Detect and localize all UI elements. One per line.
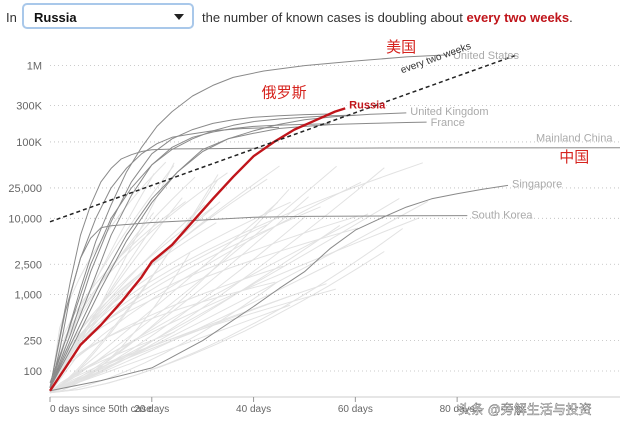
series-label: Russia xyxy=(349,99,386,111)
annotation-label: 美国 xyxy=(386,39,416,56)
series-line-germany xyxy=(49,123,330,389)
background-country-line xyxy=(49,172,228,393)
sentence-start: the number of known cases is doubling ab… xyxy=(202,10,467,25)
country-select-value: Russia xyxy=(34,10,77,25)
background-country-line xyxy=(49,167,385,394)
y-tick-label: 1,000 xyxy=(14,290,42,302)
background-country-line xyxy=(49,181,362,393)
chevron-down-icon xyxy=(174,14,184,20)
background-country-line xyxy=(49,165,337,394)
chart-header: In Russia the number of known cases is d… xyxy=(0,0,640,34)
watermark: 头条 @旁解生活与投资 xyxy=(458,402,592,417)
series-line-russia xyxy=(49,107,346,392)
series-line-united-kingdom xyxy=(49,112,407,389)
y-tick-label: 1M xyxy=(27,61,42,73)
background-country-line xyxy=(49,224,268,393)
header-prefix: In xyxy=(6,10,17,25)
series-label: United States xyxy=(453,50,520,62)
sentence-highlight: every two weeks xyxy=(466,10,570,25)
cases-chart: 100 250 1,000 2,500 10,000 25,000 100K 300K 1M 0 … xyxy=(8,39,621,417)
background-country-line xyxy=(49,296,289,394)
y-tick-label: 100K xyxy=(16,137,42,149)
background-country-line xyxy=(49,207,213,393)
background-country-line xyxy=(49,265,284,393)
series-line-france xyxy=(49,121,427,389)
y-tick-label: 2,500 xyxy=(14,259,42,271)
annotation-label: 中国 xyxy=(559,149,589,166)
y-tick-label: 300K xyxy=(16,101,42,113)
series-line-spain xyxy=(49,113,330,389)
series-line-italy xyxy=(49,114,356,389)
background-country-line xyxy=(49,252,191,394)
series-line-south-korea xyxy=(49,215,468,391)
background-country-line xyxy=(49,283,327,394)
y-tick-label: 250 xyxy=(24,336,42,348)
sentence-end: . xyxy=(569,10,573,25)
x-tick-label: 0 days since 50th case xyxy=(50,404,152,415)
y-tick-label: 25,000 xyxy=(8,183,42,195)
background-country-line xyxy=(49,174,219,394)
background-country-line xyxy=(49,162,423,393)
series-line-singapore xyxy=(49,184,509,392)
background-country-line xyxy=(49,201,291,393)
annotation-label: 俄罗斯 xyxy=(262,85,307,102)
background-country-line xyxy=(49,200,428,394)
y-tick-label: 100 xyxy=(24,366,42,378)
background-country-line xyxy=(49,224,341,394)
x-tick-label: 80 days xyxy=(440,404,475,415)
axes: 100 250 1,000 2,500 10,000 25,000 100K 300K 1M 0 … xyxy=(8,61,620,415)
series-label: Mainland China xyxy=(536,133,613,145)
background-country-line xyxy=(49,222,217,393)
series-line-mainland-china xyxy=(49,147,621,389)
series-line-united-states xyxy=(49,54,448,383)
x-tick-label: 40 days xyxy=(236,404,271,415)
x-tick-label: 20 days xyxy=(134,404,169,415)
series-label: France xyxy=(431,117,465,129)
background-country-line xyxy=(49,165,280,393)
background-country-line xyxy=(49,217,420,394)
x-tick-label: 60 days xyxy=(338,404,373,415)
reference-line-doubling xyxy=(49,53,519,223)
background-country-line xyxy=(49,281,279,394)
country-select[interactable]: Russia xyxy=(22,3,194,29)
header-sentence: the number of known cases is doubling ab… xyxy=(202,10,573,25)
background-country-line xyxy=(49,304,291,394)
background-country-line xyxy=(49,281,276,393)
background-country-lines xyxy=(49,161,428,394)
background-country-line xyxy=(49,196,309,394)
background-country-line xyxy=(49,197,183,393)
series-label: South Korea xyxy=(471,210,533,222)
series-label: United Kingdom xyxy=(410,106,488,118)
background-country-line xyxy=(49,251,385,394)
series-label: Singapore xyxy=(512,178,562,190)
y-tick-label: 10,000 xyxy=(8,213,42,225)
gridlines xyxy=(50,65,620,372)
series-lines xyxy=(49,53,621,392)
